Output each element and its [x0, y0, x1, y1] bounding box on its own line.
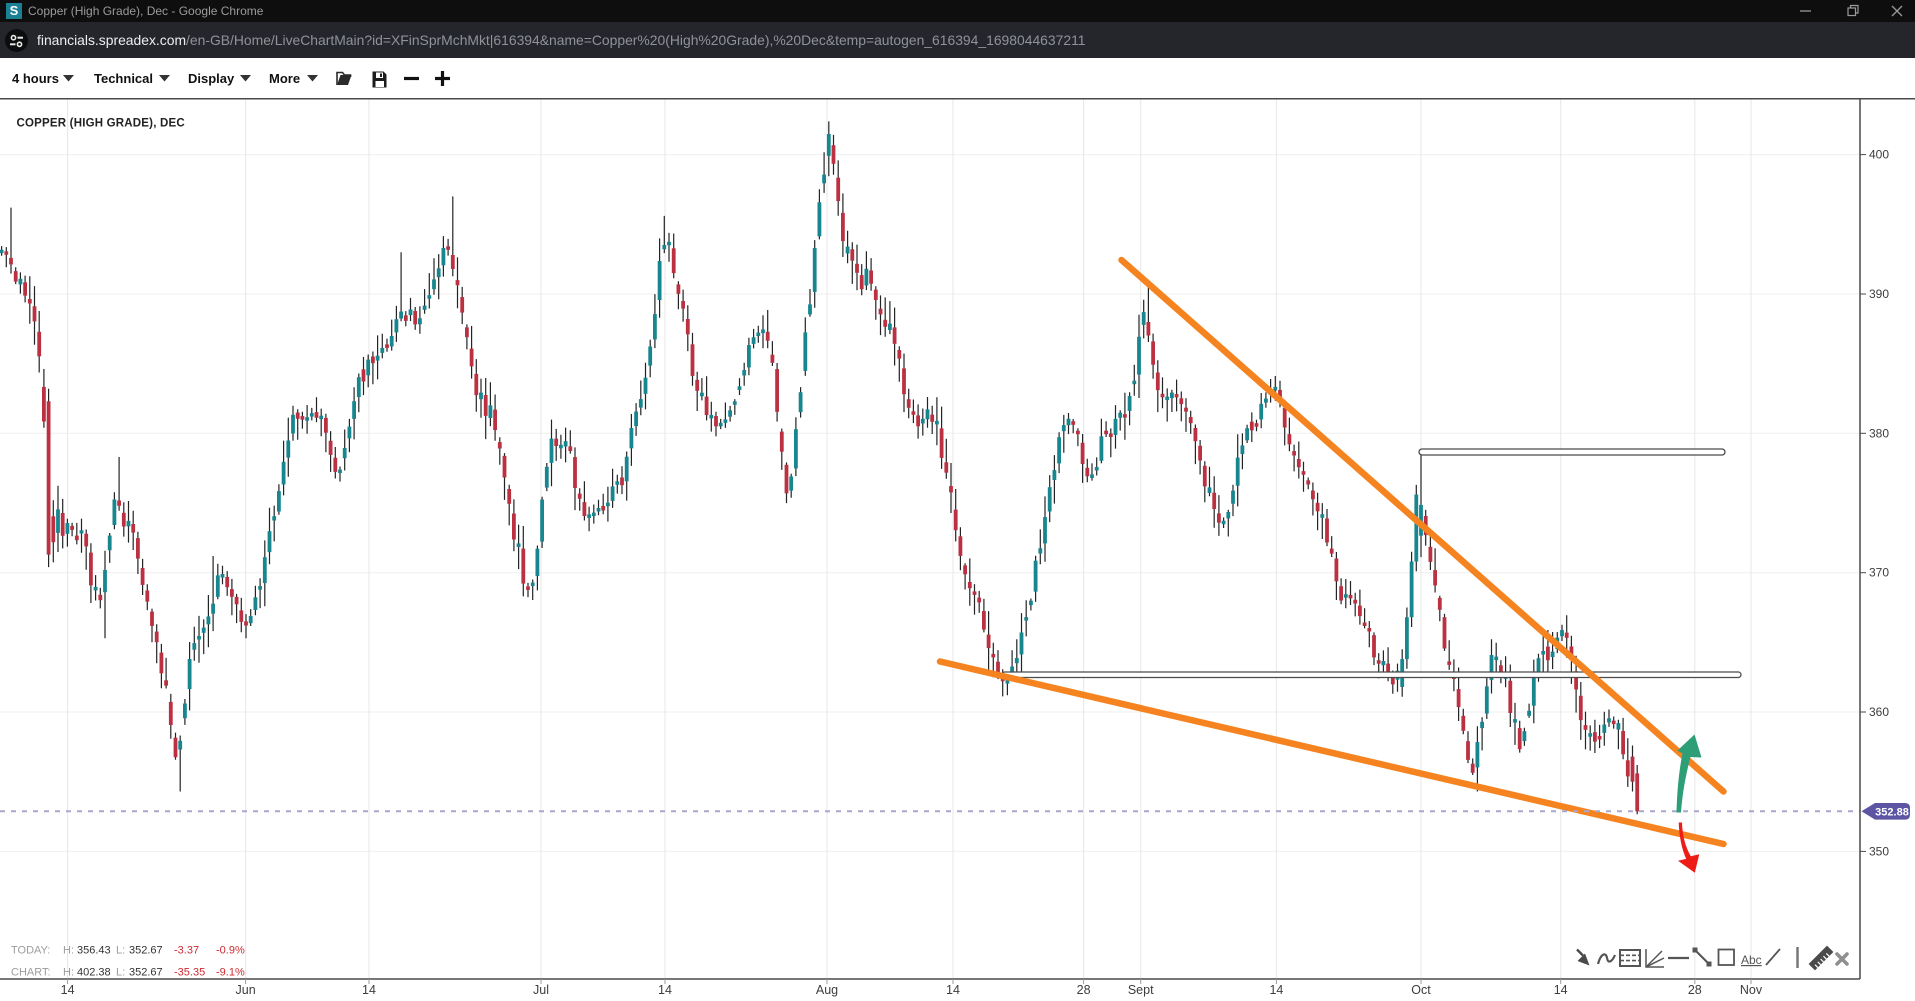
svg-text:14: 14 — [362, 983, 376, 997]
svg-text:352.88: 352.88 — [1875, 806, 1909, 818]
svg-text:-35.35: -35.35 — [174, 967, 205, 979]
svg-text:402.38: 402.38 — [77, 967, 111, 979]
svg-text:14: 14 — [1269, 983, 1283, 997]
svg-text:L:: L: — [116, 945, 125, 957]
svg-text:Jul: Jul — [533, 983, 549, 997]
svg-text:Jun: Jun — [236, 983, 256, 997]
svg-text:350: 350 — [1869, 844, 1889, 858]
svg-text:CHART:: CHART: — [11, 967, 51, 979]
svg-text:14: 14 — [658, 983, 672, 997]
svg-text:H:: H: — [63, 945, 74, 957]
svg-text:356.43: 356.43 — [77, 945, 111, 957]
svg-text:TODAY:: TODAY: — [11, 945, 50, 957]
svg-text:370: 370 — [1869, 566, 1889, 580]
svg-text:28: 28 — [1688, 983, 1702, 997]
svg-text:28: 28 — [1077, 983, 1091, 997]
svg-text:352.67: 352.67 — [129, 967, 163, 979]
svg-text:352.67: 352.67 — [129, 945, 163, 957]
svg-text:L:: L: — [116, 967, 125, 979]
svg-text:390: 390 — [1869, 287, 1889, 301]
svg-text:360: 360 — [1869, 705, 1889, 719]
svg-text:COPPER (HIGH GRADE), DEC: COPPER (HIGH GRADE), DEC — [17, 118, 185, 130]
svg-text:Abc: Abc — [1741, 953, 1762, 967]
svg-text:14: 14 — [1554, 983, 1568, 997]
svg-text:380: 380 — [1869, 426, 1889, 440]
svg-text:Nov: Nov — [1740, 983, 1763, 997]
svg-text:14: 14 — [61, 983, 75, 997]
svg-text:400: 400 — [1869, 148, 1889, 162]
svg-text:H:: H: — [63, 967, 74, 979]
svg-text:-0.9%: -0.9% — [216, 945, 245, 957]
svg-text:-3.37: -3.37 — [174, 945, 199, 957]
svg-text:Sept: Sept — [1128, 983, 1154, 997]
svg-text:Oct: Oct — [1411, 983, 1431, 997]
svg-text:-9.1%: -9.1% — [216, 967, 245, 979]
svg-text:Aug: Aug — [816, 983, 838, 997]
svg-text:14: 14 — [946, 983, 960, 997]
